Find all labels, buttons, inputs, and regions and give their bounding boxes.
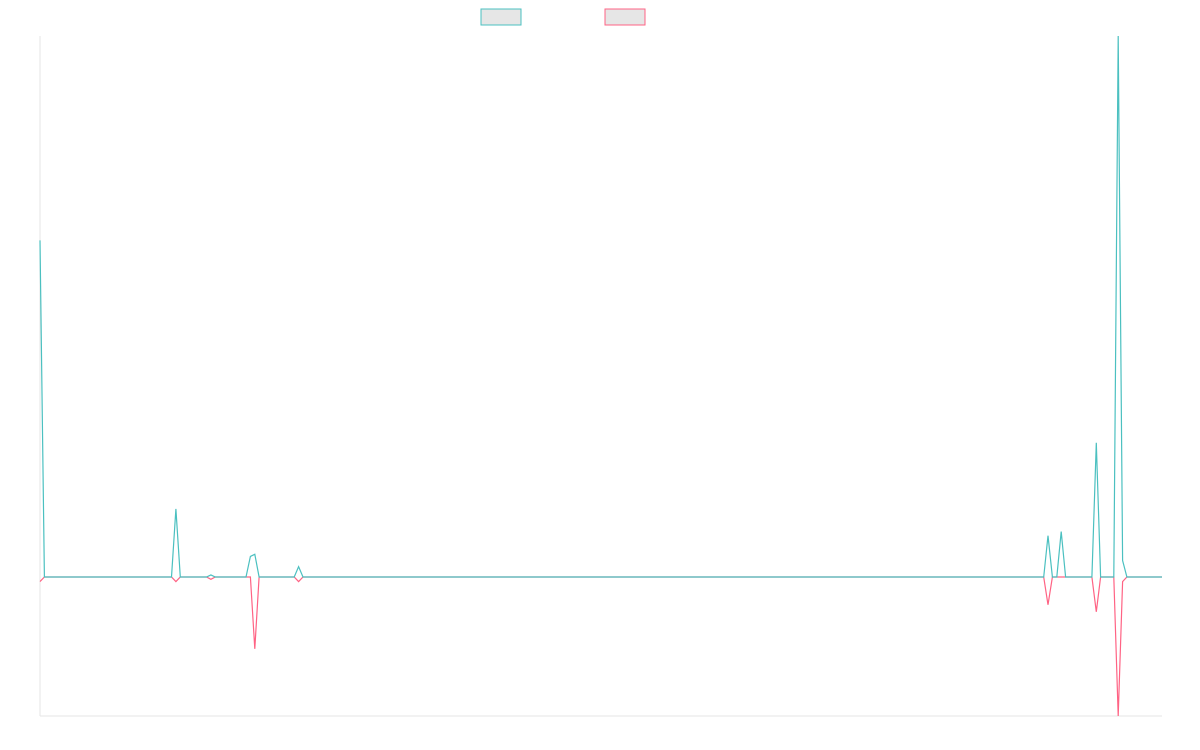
legend-swatch-2[interactable] (604, 8, 646, 26)
axes (39, 36, 1162, 717)
series-line-2 (39, 576, 1162, 717)
series-line-1 (39, 35, 1162, 578)
legend[interactable] (480, 8, 646, 26)
legend-swatch-1[interactable] (480, 8, 522, 26)
series-layer (39, 35, 1162, 717)
